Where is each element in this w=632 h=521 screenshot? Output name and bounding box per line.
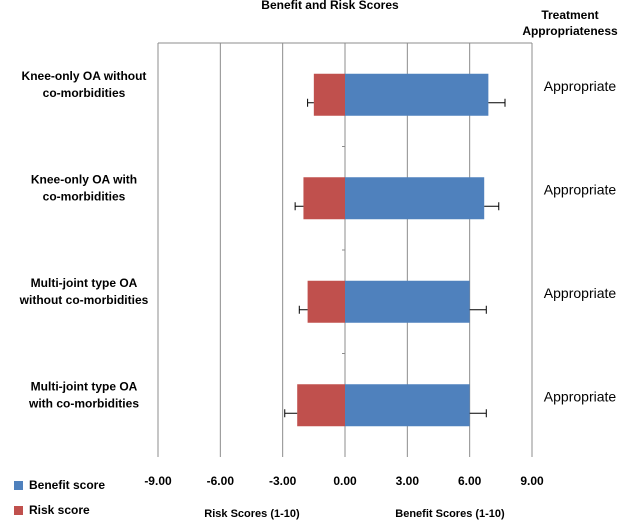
appropriateness-label: Appropriate: [544, 78, 617, 94]
category-label: with co-morbidities: [28, 396, 139, 410]
category-label: Multi-joint type OA: [31, 276, 138, 290]
legend-benefit-label: Benefit score: [29, 478, 106, 492]
legend-risk-swatch: [14, 505, 23, 515]
x-tick-label: 0.00: [333, 474, 357, 488]
benefit-bar: [345, 280, 470, 323]
appropriateness-header-line-2: Appropriateness: [522, 24, 618, 38]
x-axis-label-benefit: Benefit Scores (1-10): [395, 508, 505, 520]
appropriateness-label: Appropriate: [544, 388, 617, 404]
category-label: Knee-only OA with: [31, 172, 137, 186]
benefit-bar: [345, 73, 489, 116]
legend-benefit-swatch: [14, 480, 23, 490]
risk-bar: [303, 177, 345, 220]
chart-title: Benefit and Risk Scores: [261, 0, 399, 12]
x-tick-label: -6.00: [207, 474, 235, 488]
legend-benefit: Benefit score: [14, 478, 105, 492]
appropriateness-header-line-1: Treatment: [541, 8, 598, 22]
x-tick-labels: -9.00 -6.00 -3.00 0.00 3.00 6.00 9.00: [144, 474, 544, 488]
category-label: Multi-joint type OA: [31, 379, 138, 393]
risk-bar: [307, 280, 345, 323]
benefit-bar: [345, 177, 485, 220]
category-label: without co-morbidities: [19, 293, 149, 307]
appropriateness-label: Appropriate: [544, 285, 617, 301]
benefit-bar: [345, 384, 470, 427]
risk-bar: [313, 73, 345, 116]
risk-bar: [297, 384, 345, 427]
category-label: co-morbidities: [43, 189, 126, 203]
appropriateness-label: Appropriate: [544, 181, 617, 197]
x-tick-label: -9.00: [144, 474, 172, 488]
x-tick-label: 9.00: [520, 474, 544, 488]
x-tick-label: -3.00: [269, 474, 297, 488]
category-label: co-morbidities: [43, 86, 126, 100]
category-label: Knee-only OA without: [22, 69, 147, 83]
x-tick-label: 3.00: [396, 474, 420, 488]
legend-risk-label: Risk score: [29, 503, 90, 517]
bars: [284, 73, 506, 427]
x-tick-label: 6.00: [458, 474, 482, 488]
x-axis-label-risk: Risk Scores (1-10): [204, 508, 300, 520]
legend-risk: Risk score: [14, 503, 90, 517]
category-labels: Knee-only OA without co-morbidities Approp…: [19, 69, 617, 411]
